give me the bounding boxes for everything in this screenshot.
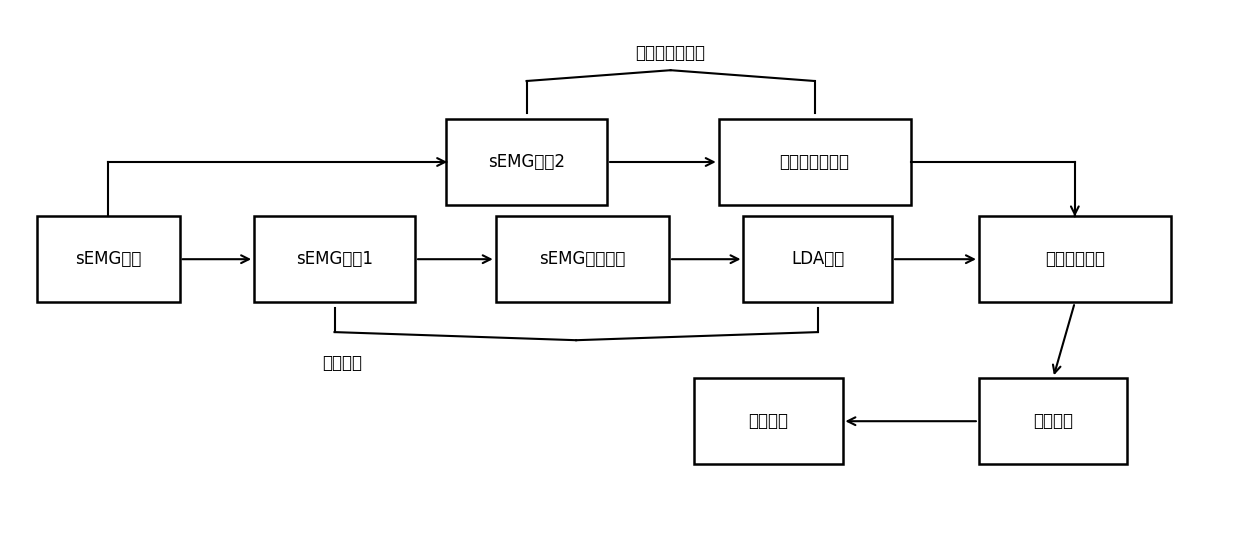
FancyBboxPatch shape: [719, 119, 911, 205]
FancyBboxPatch shape: [496, 216, 669, 302]
FancyBboxPatch shape: [254, 216, 415, 302]
Text: 刚度估计: 刚度估计: [1033, 412, 1073, 430]
FancyBboxPatch shape: [979, 378, 1127, 464]
Text: sEMG处理1: sEMG处理1: [296, 250, 373, 268]
FancyBboxPatch shape: [979, 216, 1171, 302]
Text: 动作识别: 动作识别: [322, 354, 362, 372]
Text: 关节力矩估计: 关节力矩估计: [1044, 250, 1105, 268]
Text: LDA分类: LDA分类: [792, 250, 844, 268]
Text: 肌肉活跃度获取: 肌肉活跃度获取: [636, 44, 705, 62]
Text: 刚度控制: 刚度控制: [748, 412, 788, 430]
Text: 肌肉活跃度计算: 肌肉活跃度计算: [779, 153, 850, 171]
FancyBboxPatch shape: [37, 216, 180, 302]
Text: sEMG特征提取: sEMG特征提取: [539, 250, 626, 268]
FancyBboxPatch shape: [446, 119, 607, 205]
Text: sEMG采集: sEMG采集: [76, 250, 141, 268]
FancyBboxPatch shape: [743, 216, 892, 302]
FancyBboxPatch shape: [694, 378, 843, 464]
Text: sEMG处理2: sEMG处理2: [488, 153, 565, 171]
